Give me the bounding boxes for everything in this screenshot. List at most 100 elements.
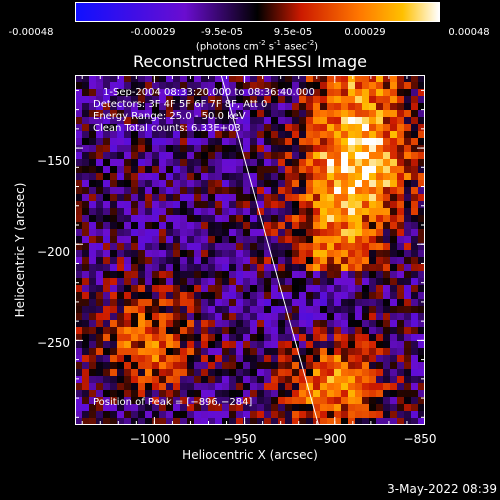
heatmap-cell (334, 257, 342, 265)
heatmap-cell (166, 306, 174, 314)
heatmap-cell (138, 152, 146, 160)
heatmap-cell (278, 369, 286, 377)
heatmap-cell (236, 131, 244, 139)
heatmap-cell (180, 334, 188, 342)
heatmap-cell (131, 159, 139, 167)
heatmap-cell (285, 264, 293, 272)
heatmap-cell (201, 285, 209, 293)
heatmap-cell (306, 110, 314, 118)
heatmap-cell (117, 418, 125, 425)
heatmap-cell (110, 418, 118, 425)
heatmap-cell (278, 75, 286, 83)
x-axis-label: Heliocentric X (arcsec) (182, 448, 318, 462)
heatmap-cell (229, 124, 237, 132)
heatmap-cell (215, 404, 223, 412)
heatmap-cell (418, 103, 425, 111)
heatmap-cell (320, 82, 328, 90)
heatmap-cell (201, 362, 209, 370)
heatmap-cell (355, 404, 363, 412)
heatmap-cell (285, 320, 293, 328)
heatmap-cell (341, 250, 349, 258)
heatmap-cell (348, 82, 356, 90)
heatmap-cell (152, 222, 160, 230)
heatmap-cell (124, 124, 132, 132)
heatmap-cell (110, 390, 118, 398)
heatmap-cell (117, 194, 125, 202)
heatmap-cell (194, 320, 202, 328)
heatmap-cell (208, 418, 216, 425)
heatmap-cell (145, 285, 153, 293)
heatmap-cell (411, 229, 419, 237)
heatmap-cell (278, 89, 286, 97)
heatmap-cell (159, 110, 167, 118)
heatmap-cell (103, 75, 111, 83)
heatmap-cell (89, 390, 97, 398)
heatmap-cell (180, 390, 188, 398)
heatmap-cell (124, 145, 132, 153)
heatmap-cell (117, 383, 125, 391)
heatmap-cell (320, 341, 328, 349)
heatmap-cell (229, 75, 237, 83)
heatmap-cell (131, 369, 139, 377)
heatmap-cell (355, 138, 363, 146)
heatmap-cell (152, 159, 160, 167)
heatmap-cell (152, 208, 160, 216)
heatmap-cell (264, 348, 272, 356)
heatmap-cell (194, 362, 202, 370)
heatmap-cell (138, 187, 146, 195)
heatmap-cell (159, 369, 167, 377)
heatmap-cell (418, 341, 425, 349)
heatmap-cell (264, 355, 272, 363)
heatmap-cell (292, 152, 300, 160)
heatmap-cell (138, 383, 146, 391)
heatmap-cell (299, 159, 307, 167)
heatmap-cell (341, 222, 349, 230)
heatmap-cell (404, 285, 412, 293)
heatmap-cell (187, 243, 195, 251)
heatmap-cell (96, 89, 104, 97)
heatmap-cell (383, 306, 391, 314)
heatmap-cell (89, 411, 97, 419)
heatmap-cell (152, 250, 160, 258)
heatmap-cell (145, 138, 153, 146)
heatmap-cell (320, 376, 328, 384)
heatmap-cell (390, 397, 398, 405)
heatmap-cell (306, 152, 314, 160)
heatmap-cell (404, 138, 412, 146)
heatmap-cell (264, 243, 272, 251)
heatmap-cell (348, 145, 356, 153)
heatmap-cell (166, 194, 174, 202)
heatmap-cell (215, 264, 223, 272)
heatmap-cell (285, 229, 293, 237)
heatmap-cell (201, 229, 209, 237)
heatmap-cell (236, 82, 244, 90)
heatmap-cell (201, 355, 209, 363)
heatmap-cell (236, 96, 244, 104)
heatmap-cell (411, 355, 419, 363)
heatmap-cell (124, 215, 132, 223)
heatmap-cell (159, 355, 167, 363)
heatmap-cell (194, 355, 202, 363)
heatmap-cell (292, 222, 300, 230)
heatmap-cell (222, 285, 230, 293)
heatmap-cell (320, 159, 328, 167)
heatmap-cell (194, 201, 202, 209)
heatmap-cell (229, 369, 237, 377)
heatmap-cell (159, 362, 167, 370)
heatmap-cell (348, 285, 356, 293)
heatmap-cell (75, 306, 83, 314)
heatmap-cell (418, 131, 425, 139)
heatmap-cell (194, 278, 202, 286)
heatmap-cell (124, 229, 132, 237)
heatmap-cell (96, 180, 104, 188)
heatmap-cell (117, 103, 125, 111)
heatmap-cell (159, 341, 167, 349)
heatmap-cell (82, 397, 90, 405)
heatmap-cell (376, 341, 384, 349)
heatmap-cell (362, 229, 370, 237)
heatmap-cell (124, 208, 132, 216)
heatmap-cell (180, 355, 188, 363)
heatmap-cell (362, 201, 370, 209)
heatmap-cell (411, 173, 419, 181)
heatmap-cell (131, 215, 139, 223)
